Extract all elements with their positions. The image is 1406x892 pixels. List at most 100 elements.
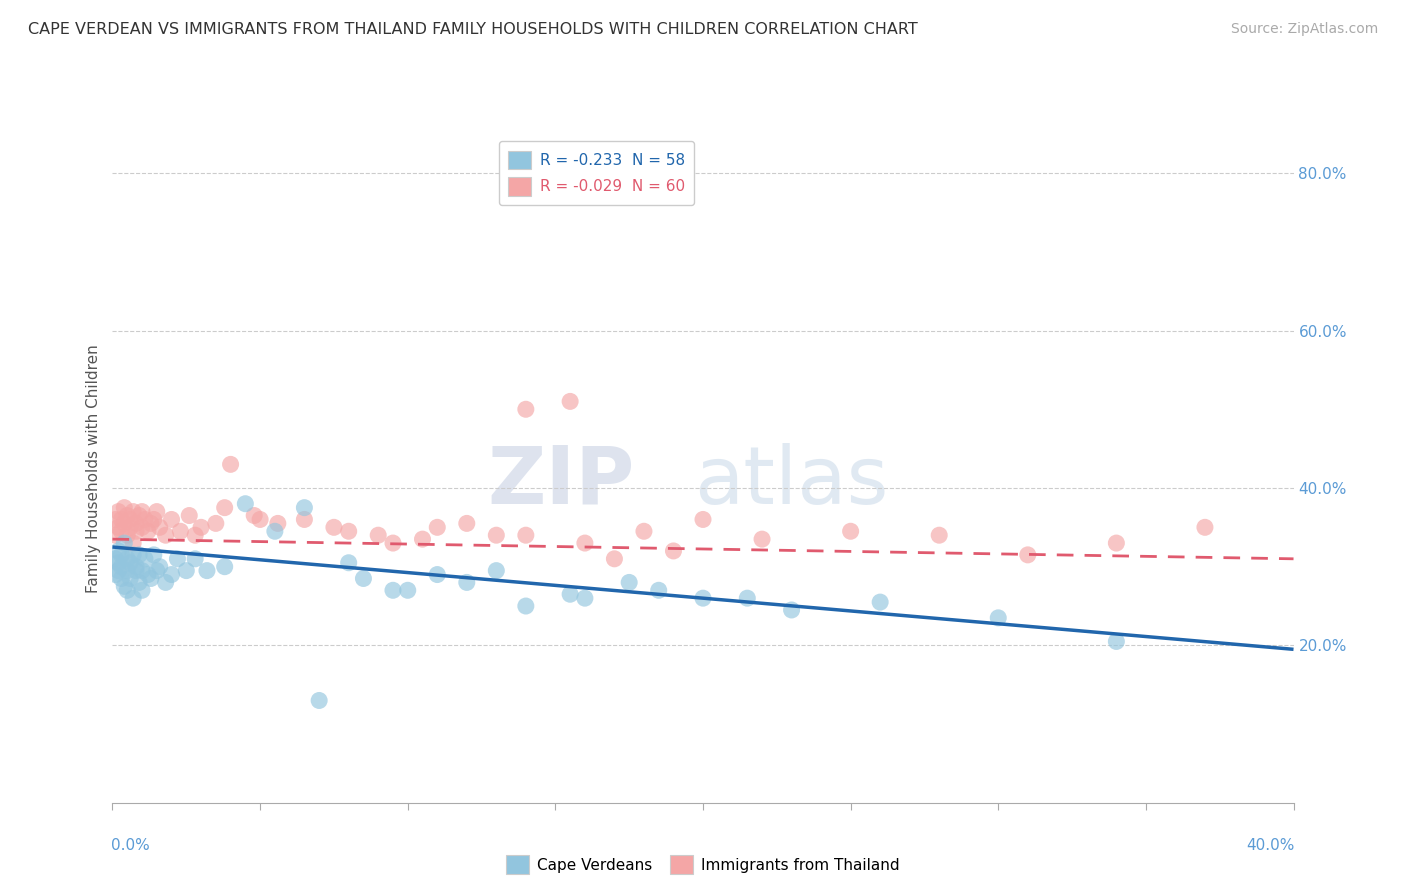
Point [515,599,537,613]
Point [160,512,183,526]
Point [142,548,165,562]
Point [134,551,156,566]
Point [120,572,142,586]
Point [166,551,188,566]
Text: CAPE VERDEAN VS IMMIGRANTS FROM THAILAND FAMILY HOUSEHOLDS WITH CHILDREN CORRELA: CAPE VERDEAN VS IMMIGRANTS FROM THAILAND… [28,22,918,37]
Point [292,512,315,526]
Point [292,500,315,515]
Point [104,567,127,582]
Point [134,512,156,526]
Point [107,520,129,534]
Point [155,528,177,542]
Point [233,497,256,511]
Point [112,536,135,550]
Point [367,528,389,542]
Point [869,595,891,609]
Point [337,524,360,539]
Point [110,572,132,586]
Point [122,548,145,562]
Point [382,536,405,550]
Point [146,564,169,578]
Point [131,564,153,578]
Point [122,536,145,550]
Point [117,564,138,578]
Point [110,524,132,539]
Point [125,516,148,531]
Point [122,505,145,519]
Point [125,524,148,539]
Point [117,551,138,566]
Point [184,551,207,566]
Point [382,583,405,598]
Point [142,512,165,526]
Point [104,512,127,526]
Text: ZIP: ZIP [488,442,636,521]
Point [603,551,626,566]
Point [780,603,803,617]
Point [112,500,135,515]
Point [112,516,135,531]
Point [107,556,129,570]
Point [352,572,374,586]
Text: atlas: atlas [695,442,889,521]
Point [205,516,228,531]
Point [515,528,537,542]
Legend: Cape Verdeans, Immigrants from Thailand: Cape Verdeans, Immigrants from Thailand [501,849,905,880]
Point [647,583,671,598]
Point [131,583,153,598]
Point [120,520,142,534]
Point [633,524,655,539]
Point [112,579,135,593]
Point [267,516,290,531]
Point [139,516,162,531]
Point [574,591,596,606]
Text: 40.0%: 40.0% [1246,838,1295,853]
Point [169,524,191,539]
Point [146,505,169,519]
Y-axis label: Family Households with Children: Family Households with Children [86,344,101,592]
Point [104,551,127,566]
Point [120,556,142,570]
Text: Source: ZipAtlas.com: Source: ZipAtlas.com [1230,22,1378,37]
Point [751,532,773,546]
Point [125,559,148,574]
Point [987,611,1010,625]
Point [160,567,183,582]
Point [574,536,596,550]
Point [264,524,287,539]
Point [155,575,177,590]
Point [662,544,685,558]
Point [110,512,132,526]
Point [128,508,150,523]
Point [249,512,271,526]
Point [396,583,419,598]
Point [558,394,582,409]
Point [117,508,138,523]
Point [117,528,138,542]
Point [122,591,145,606]
Point [928,528,950,542]
Point [107,564,129,578]
Point [149,559,172,574]
Point [426,567,449,582]
Point [107,505,129,519]
Point [131,520,153,534]
Point [243,508,266,523]
Point [128,575,150,590]
Point [190,520,212,534]
Point [337,556,360,570]
Point [214,500,236,515]
Text: 0.0%: 0.0% [111,838,150,853]
Point [485,564,508,578]
Point [1017,548,1039,562]
Point [184,528,207,542]
Point [426,520,449,534]
Point [179,508,201,523]
Point [149,520,172,534]
Point [214,559,236,574]
Point [136,567,159,582]
Point [128,548,150,562]
Point [139,572,162,586]
Point [104,528,127,542]
Point [125,564,148,578]
